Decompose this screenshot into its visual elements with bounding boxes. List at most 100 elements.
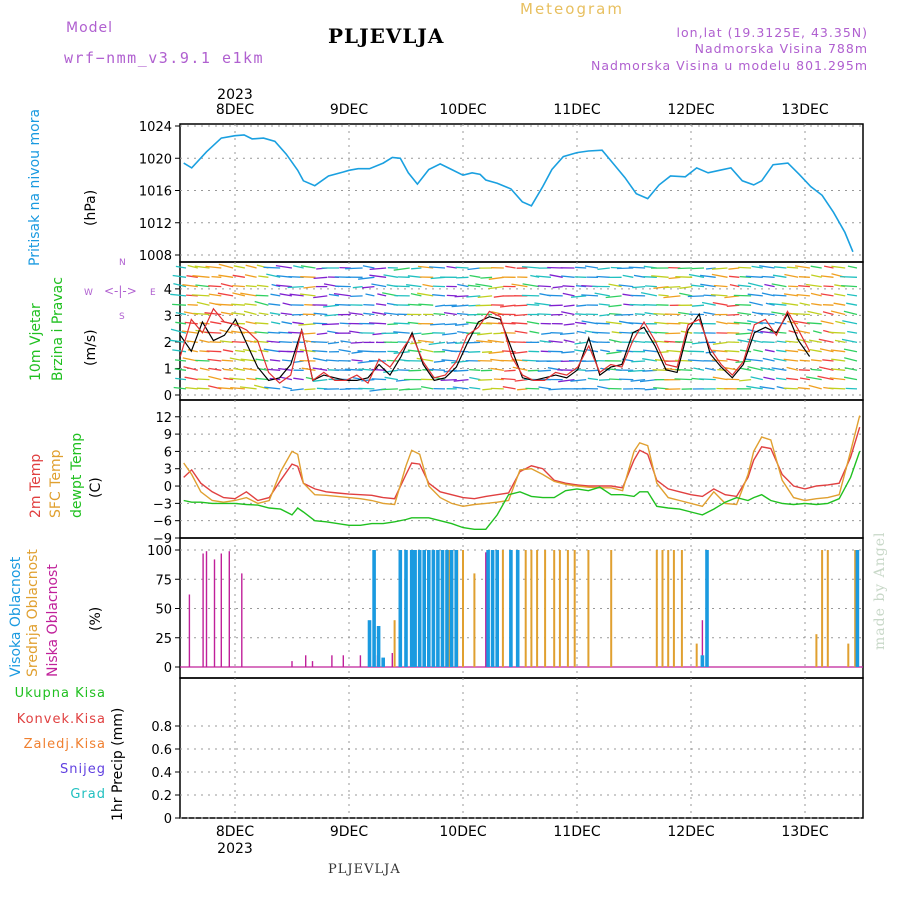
- wind-arrow: [218, 263, 234, 269]
- wind-arrow: [639, 378, 657, 383]
- wind-arrow: [393, 267, 410, 271]
- wind-arrow: [514, 330, 528, 334]
- cloud-low-bar: [342, 655, 344, 667]
- wind-arrow: [585, 369, 599, 372]
- cloud-low-bar: [311, 661, 314, 667]
- ytick-label: 3: [164, 309, 172, 324]
- wind-arrow: [244, 339, 257, 344]
- wind-arrow: [811, 274, 822, 278]
- cloud-mid-bar: [558, 550, 561, 667]
- wind-arrow: [668, 276, 681, 280]
- wind-arrow: [705, 367, 716, 371]
- wind-arrow: [293, 265, 304, 269]
- wind-arrow: [745, 358, 763, 362]
- wind-arrow: [633, 274, 646, 278]
- ytick-label: 1: [164, 362, 172, 377]
- cloud-high-bar: [417, 550, 422, 667]
- wind-arrow: [747, 282, 763, 288]
- wind-arrow: [843, 310, 858, 316]
- cloud-mid-bar: [473, 573, 476, 667]
- wind-arrow: [440, 378, 457, 382]
- wind-arrow: [232, 292, 246, 297]
- panel-frame: [179, 123, 864, 263]
- wind-arrow: [175, 321, 187, 325]
- wind-arrow: [186, 340, 198, 344]
- wind-arrow: [183, 366, 198, 371]
- wind-arrow: [208, 285, 222, 288]
- wind-arrow: [172, 274, 187, 278]
- cloud-high-bar: [431, 550, 436, 667]
- wind-arrow: [547, 294, 563, 297]
- wind-arrow: [313, 276, 328, 280]
- cloud-mid-bar: [815, 634, 818, 667]
- wind-arrow: [820, 293, 834, 297]
- wind-arrow: [526, 320, 540, 325]
- ytick-label: 0: [164, 661, 172, 676]
- cloud-mid-bar: [854, 550, 857, 667]
- cloud-low-bar: [205, 551, 208, 667]
- wind-arrow: [345, 267, 363, 270]
- wind-arrow: [338, 348, 351, 353]
- wind-arrow: [663, 285, 681, 289]
- wind-arrow: [233, 265, 246, 269]
- cloud-mid-bar: [448, 550, 451, 667]
- cloud-mid-bar: [501, 550, 504, 667]
- wind-arrow: [511, 283, 528, 288]
- wind-arrow: [605, 321, 622, 325]
- wind-arrow: [675, 276, 693, 278]
- compass-west: W: [84, 288, 93, 298]
- wind-arrow: [255, 358, 269, 362]
- wind-arrow: [762, 341, 775, 344]
- wind-arrow: [239, 386, 257, 390]
- wind-arrow: [477, 332, 493, 336]
- wind-arrow: [745, 275, 763, 278]
- wind-arrow: [186, 275, 198, 278]
- dewpoint-line: [183, 451, 861, 530]
- wind-arrow: [502, 350, 516, 353]
- wind-arrow: [258, 349, 269, 353]
- wind-arrow: [785, 340, 799, 344]
- wind-arrow: [562, 285, 575, 288]
- wind-arrow: [830, 349, 846, 353]
- wind-arrow: [783, 293, 799, 297]
- wind-arrow: [746, 385, 763, 390]
- wind-arrow: [270, 293, 281, 297]
- wind-arrow: [541, 332, 551, 335]
- wind-arrow: [255, 294, 269, 297]
- wind-arrow: [772, 274, 787, 278]
- wind-arrow: [185, 386, 198, 390]
- wind-arrow: [796, 293, 810, 297]
- wind-arrow: [253, 340, 269, 344]
- wind-arrow: [808, 384, 822, 390]
- wind-arrow: [181, 330, 198, 334]
- wind-arrow: [630, 294, 646, 297]
- wind-arrow: [206, 350, 222, 353]
- wind-arrow: [275, 264, 292, 269]
- wind-arrow: [223, 377, 234, 381]
- wind-arrow: [845, 387, 858, 390]
- panel-frame: [179, 677, 864, 819]
- cloud-high-bar: [495, 550, 499, 667]
- wind-gust-line: [179, 307, 811, 385]
- wind-arrow: [303, 285, 316, 289]
- wind-arrow: [231, 303, 245, 306]
- wind-arrow: [642, 358, 658, 362]
- wind-arrow: [500, 331, 516, 334]
- temp-sfc-line: [183, 415, 861, 508]
- wind-arrow: [829, 377, 846, 381]
- wind-arrow: [711, 267, 728, 270]
- ytick-label: 12: [155, 411, 172, 426]
- wind-arrow: [352, 285, 363, 289]
- ytick-label: 1008: [139, 249, 172, 264]
- wind-arrow: [204, 331, 222, 334]
- wind-arrow: [737, 284, 752, 288]
- wind-arrow: [843, 348, 858, 353]
- wind-arrow: [753, 349, 763, 353]
- wind-arrow: [487, 339, 504, 344]
- wind-arrow: [605, 295, 622, 299]
- wind-arrow: [726, 304, 740, 307]
- wind-arrow: [384, 376, 399, 381]
- wind-arrow: [169, 339, 187, 344]
- wind-arrow: [584, 265, 599, 269]
- wind-arrow: [735, 332, 752, 335]
